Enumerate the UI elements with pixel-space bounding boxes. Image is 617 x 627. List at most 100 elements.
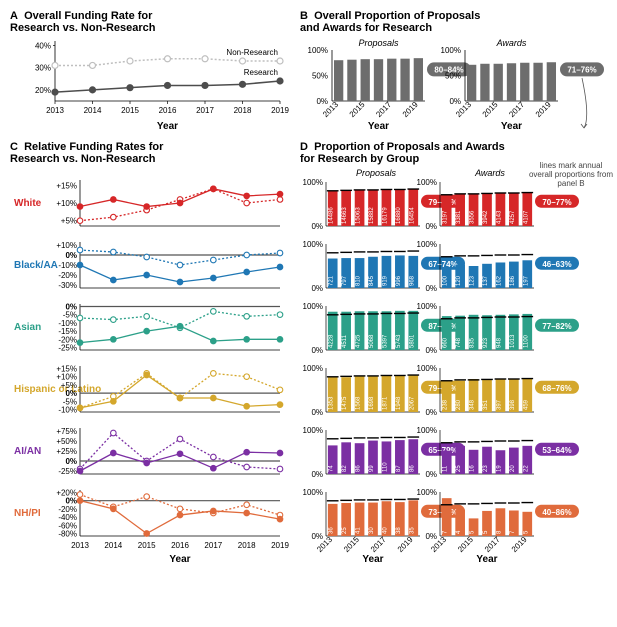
svg-text:2015: 2015 — [456, 535, 475, 554]
svg-text:40%: 40% — [35, 41, 51, 50]
svg-text:-80%: -80% — [58, 530, 77, 539]
svg-text:86: 86 — [356, 465, 362, 472]
svg-text:4228: 4228 — [329, 334, 335, 348]
svg-text:4725: 4725 — [356, 334, 362, 348]
svg-text:1948: 1948 — [396, 396, 402, 410]
panel-d-annotation: lines mark annual overall proportions fr… — [528, 161, 614, 188]
svg-text:1698: 1698 — [369, 396, 375, 410]
svg-text:2016: 2016 — [171, 541, 189, 550]
svg-text:2019: 2019 — [534, 100, 553, 119]
svg-text:5068: 5068 — [369, 334, 375, 348]
svg-text:+5%: +5% — [61, 381, 77, 390]
svg-text:0%: 0% — [425, 284, 437, 293]
svg-text:Research: Research — [244, 68, 278, 77]
svg-text:1013: 1013 — [510, 334, 516, 348]
svg-text:137: 137 — [483, 275, 489, 286]
svg-text:5397: 5397 — [382, 334, 388, 348]
svg-text:0%: 0% — [65, 251, 77, 260]
svg-text:0%: 0% — [311, 284, 323, 293]
svg-text:50%: 50% — [445, 72, 461, 81]
svg-text:-20%: -20% — [58, 335, 77, 344]
svg-text:5743: 5743 — [396, 334, 402, 348]
svg-text:25: 25 — [342, 527, 348, 534]
row-bottom: C Relative Funding Rates forResearch vs.… — [10, 141, 607, 607]
svg-text:2014: 2014 — [84, 106, 102, 115]
svg-text:238: 238 — [443, 399, 449, 410]
svg-text:100%: 100% — [308, 46, 328, 55]
svg-text:25: 25 — [456, 465, 462, 472]
svg-text:23: 23 — [483, 465, 489, 472]
svg-text:2013: 2013 — [46, 106, 64, 115]
panel-c: C Relative Funding Rates forResearch vs.… — [10, 141, 290, 607]
svg-text:1353: 1353 — [329, 396, 335, 410]
svg-text:50%: 50% — [312, 72, 328, 81]
svg-text:100%: 100% — [417, 302, 437, 311]
svg-text:+10%: +10% — [56, 199, 77, 208]
svg-text:100%: 100% — [417, 178, 437, 187]
svg-text:5801: 5801 — [409, 334, 415, 348]
svg-text:AI/AN: AI/AN — [14, 446, 41, 457]
svg-text:-60%: -60% — [58, 521, 77, 530]
svg-text:2019: 2019 — [510, 535, 529, 554]
svg-text:+25%: +25% — [56, 447, 77, 456]
svg-text:0%: 0% — [425, 532, 437, 541]
svg-text:20: 20 — [510, 465, 516, 472]
svg-text:15882: 15882 — [369, 207, 375, 224]
svg-text:2019: 2019 — [396, 535, 415, 554]
svg-text:2067: 2067 — [409, 396, 415, 410]
svg-text:2019: 2019 — [401, 100, 420, 119]
svg-text:2018: 2018 — [238, 541, 256, 550]
svg-text:2015: 2015 — [121, 106, 139, 115]
svg-text:2019: 2019 — [271, 106, 289, 115]
svg-text:87: 87 — [396, 465, 402, 472]
panel-c-title: C Relative Funding Rates forResearch vs.… — [10, 141, 290, 165]
svg-text:35: 35 — [409, 527, 415, 534]
svg-text:0%: 0% — [65, 497, 77, 506]
svg-text:-20%: -20% — [58, 505, 77, 514]
svg-text:-20%: -20% — [58, 271, 77, 280]
svg-text:0%: 0% — [311, 532, 323, 541]
svg-text:968: 968 — [409, 275, 415, 286]
svg-text:+10%: +10% — [56, 373, 77, 382]
svg-text:Year: Year — [157, 121, 178, 131]
svg-text:Black/AA: Black/AA — [14, 260, 58, 271]
svg-text:123: 123 — [470, 275, 476, 286]
svg-text:+15%: +15% — [56, 181, 77, 190]
svg-text:110: 110 — [382, 462, 388, 472]
svg-text:100%: 100% — [417, 364, 437, 373]
svg-text:810: 810 — [356, 275, 362, 286]
svg-text:398: 398 — [510, 399, 516, 410]
svg-text:2014: 2014 — [104, 541, 122, 550]
svg-text:835: 835 — [470, 337, 476, 348]
svg-text:67–74%: 67–74% — [428, 260, 457, 269]
panel-b-chart: Proposals0%50%100%2013201520172019Year80… — [300, 36, 610, 131]
svg-text:845: 845 — [369, 275, 375, 286]
svg-text:82: 82 — [342, 465, 348, 472]
svg-text:16880: 16880 — [396, 207, 402, 224]
svg-text:2017: 2017 — [483, 535, 502, 554]
svg-text:86: 86 — [409, 465, 415, 472]
panel-a-chart: 20%30%40%2013201420152016201720182019Yea… — [10, 36, 290, 131]
svg-text:0%: 0% — [311, 222, 323, 231]
svg-text:36: 36 — [329, 527, 335, 534]
svg-text:20%: 20% — [35, 86, 51, 95]
svg-text:+5%: +5% — [61, 217, 77, 226]
svg-text:948: 948 — [496, 337, 502, 348]
svg-text:100%: 100% — [303, 426, 323, 435]
svg-text:Asian: Asian — [14, 322, 41, 333]
svg-text:2015: 2015 — [138, 541, 156, 550]
svg-text:-30%: -30% — [58, 281, 77, 290]
svg-text:40–86%: 40–86% — [542, 508, 571, 517]
svg-text:280: 280 — [456, 399, 462, 410]
svg-text:11: 11 — [443, 465, 449, 472]
svg-text:348: 348 — [470, 399, 476, 410]
svg-text:-10%: -10% — [58, 261, 77, 270]
svg-text:Year: Year — [368, 121, 389, 131]
svg-text:2015: 2015 — [342, 535, 361, 554]
svg-text:100%: 100% — [417, 240, 437, 249]
svg-text:100: 100 — [443, 275, 449, 286]
svg-text:0%: 0% — [311, 346, 323, 355]
svg-text:0%: 0% — [311, 408, 323, 417]
svg-text:397: 397 — [496, 399, 502, 410]
svg-text:+75%: +75% — [56, 427, 77, 436]
